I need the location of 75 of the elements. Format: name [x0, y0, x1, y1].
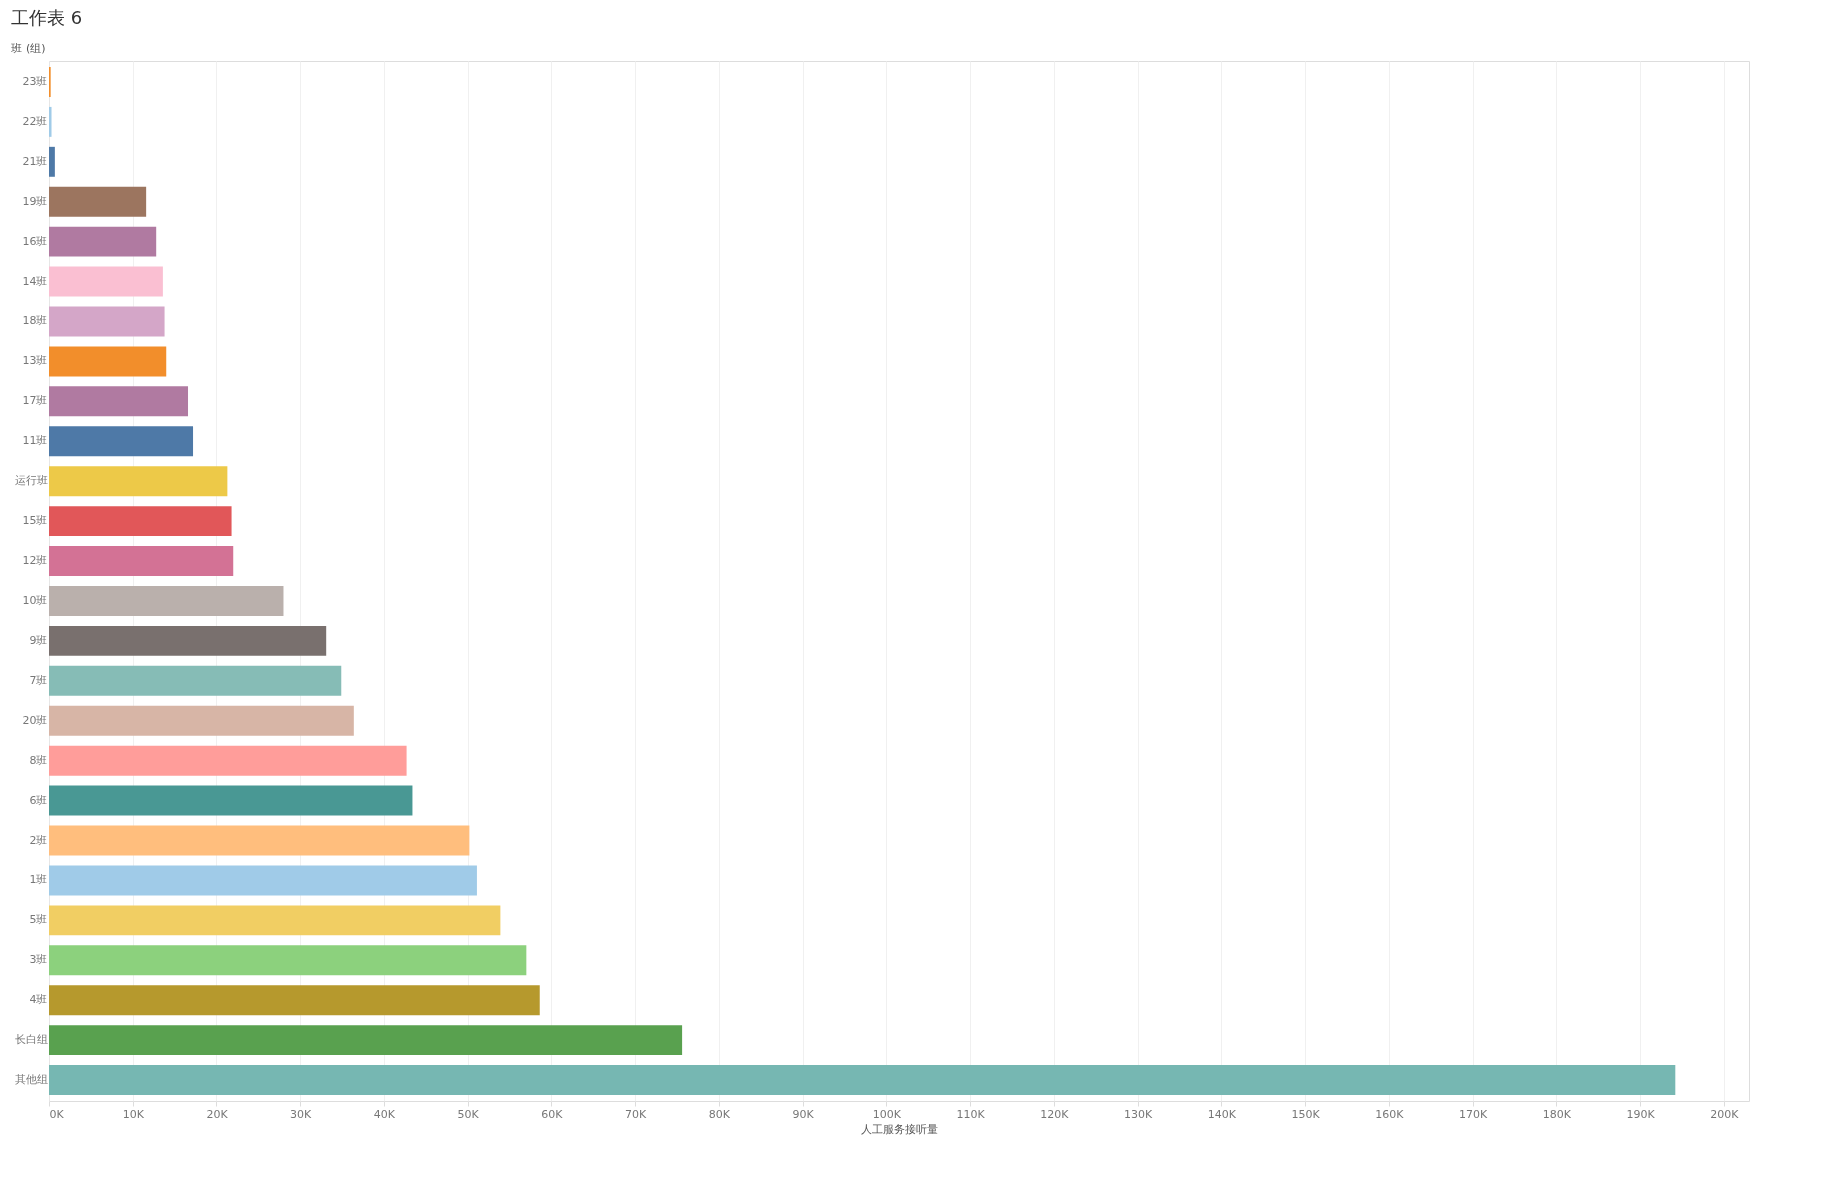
y-tick-label: 14班	[22, 274, 48, 288]
y-tick-label: 23班	[22, 74, 48, 88]
y-tick-label: 15班	[22, 514, 48, 528]
x-tick-label: 200K	[1710, 1107, 1740, 1121]
y-tick-label: 18班	[22, 314, 48, 328]
bar	[49, 745, 407, 776]
bar	[49, 546, 234, 577]
y-tick-label: 22班	[22, 114, 48, 128]
y-tick-label: 长白组	[14, 1033, 48, 1047]
bar	[49, 785, 413, 816]
x-tick-label: 40K	[373, 1107, 396, 1121]
y-tick-label: 11班	[22, 434, 48, 448]
y-tick-label: 7班	[29, 673, 48, 687]
bar	[49, 905, 501, 936]
bar	[49, 186, 147, 217]
bar	[49, 306, 165, 337]
bar	[49, 1025, 683, 1056]
x-tick-label: 170K	[1459, 1107, 1489, 1121]
y-tick-label: 6班	[29, 793, 48, 807]
y-tick-label: 19班	[22, 194, 48, 208]
bar	[49, 705, 354, 736]
bar	[49, 985, 540, 1016]
x-axis-title: 人工服务接听量	[861, 1122, 938, 1136]
x-tick-label: 190K	[1626, 1107, 1656, 1121]
bar	[49, 665, 342, 696]
x-tick-label: 140K	[1207, 1107, 1237, 1121]
x-tick-label: 50K	[457, 1107, 480, 1121]
y-tick-label: 9班	[29, 633, 48, 647]
bar	[49, 146, 55, 177]
y-tick-label: 12班	[22, 554, 48, 568]
bar	[49, 226, 157, 257]
y-tick-label: 10班	[22, 593, 48, 607]
x-tick-label: 130K	[1124, 1107, 1154, 1121]
x-tick-label: 70K	[625, 1107, 648, 1121]
x-tick-label: 100K	[872, 1107, 902, 1121]
x-tick-label: 60K	[541, 1107, 564, 1121]
y-tick-label: 16班	[22, 234, 48, 248]
bar	[49, 625, 327, 656]
x-tick-label: 30K	[290, 1107, 313, 1121]
bar	[49, 865, 477, 896]
bar	[49, 426, 194, 457]
bar	[49, 825, 470, 856]
bar	[49, 106, 52, 137]
y-tick-label: 1班	[29, 873, 48, 887]
x-tick-label: 10K	[122, 1107, 145, 1121]
y-tick-label: 21班	[22, 154, 48, 168]
bar	[49, 386, 189, 417]
y-axis-title: 班 (组)	[11, 41, 46, 55]
y-tick-label: 运行班	[14, 474, 48, 488]
y-tick-label: 4班	[29, 993, 48, 1007]
x-tick-label: 0K	[49, 1107, 65, 1121]
y-tick-label: 3班	[29, 953, 48, 967]
y-tick-label: 其他组	[14, 1073, 48, 1087]
x-tick-label: 180K	[1542, 1107, 1572, 1121]
bar	[49, 466, 228, 497]
chart-title: 工作表 6	[10, 7, 83, 28]
x-tick-label: 20K	[206, 1107, 229, 1121]
x-tick-label: 150K	[1291, 1107, 1321, 1121]
x-tick-label: 90K	[792, 1107, 815, 1121]
x-tick-label: 120K	[1040, 1107, 1070, 1121]
x-tick-label: 160K	[1375, 1107, 1405, 1121]
y-tick-label: 2班	[29, 833, 48, 847]
x-tick-label: 110K	[956, 1107, 986, 1121]
bar	[49, 1065, 1676, 1096]
y-tick-label: 13班	[22, 354, 48, 368]
bar	[49, 266, 163, 297]
y-tick-label: 17班	[22, 394, 48, 408]
y-tick-label: 5班	[29, 913, 48, 927]
y-tick-label: 8班	[29, 753, 48, 767]
x-tick-label: 80K	[708, 1107, 731, 1121]
bar	[49, 346, 167, 377]
y-tick-label: 20班	[22, 713, 48, 727]
bar	[49, 585, 284, 616]
bar	[49, 945, 527, 976]
bar	[49, 506, 232, 537]
